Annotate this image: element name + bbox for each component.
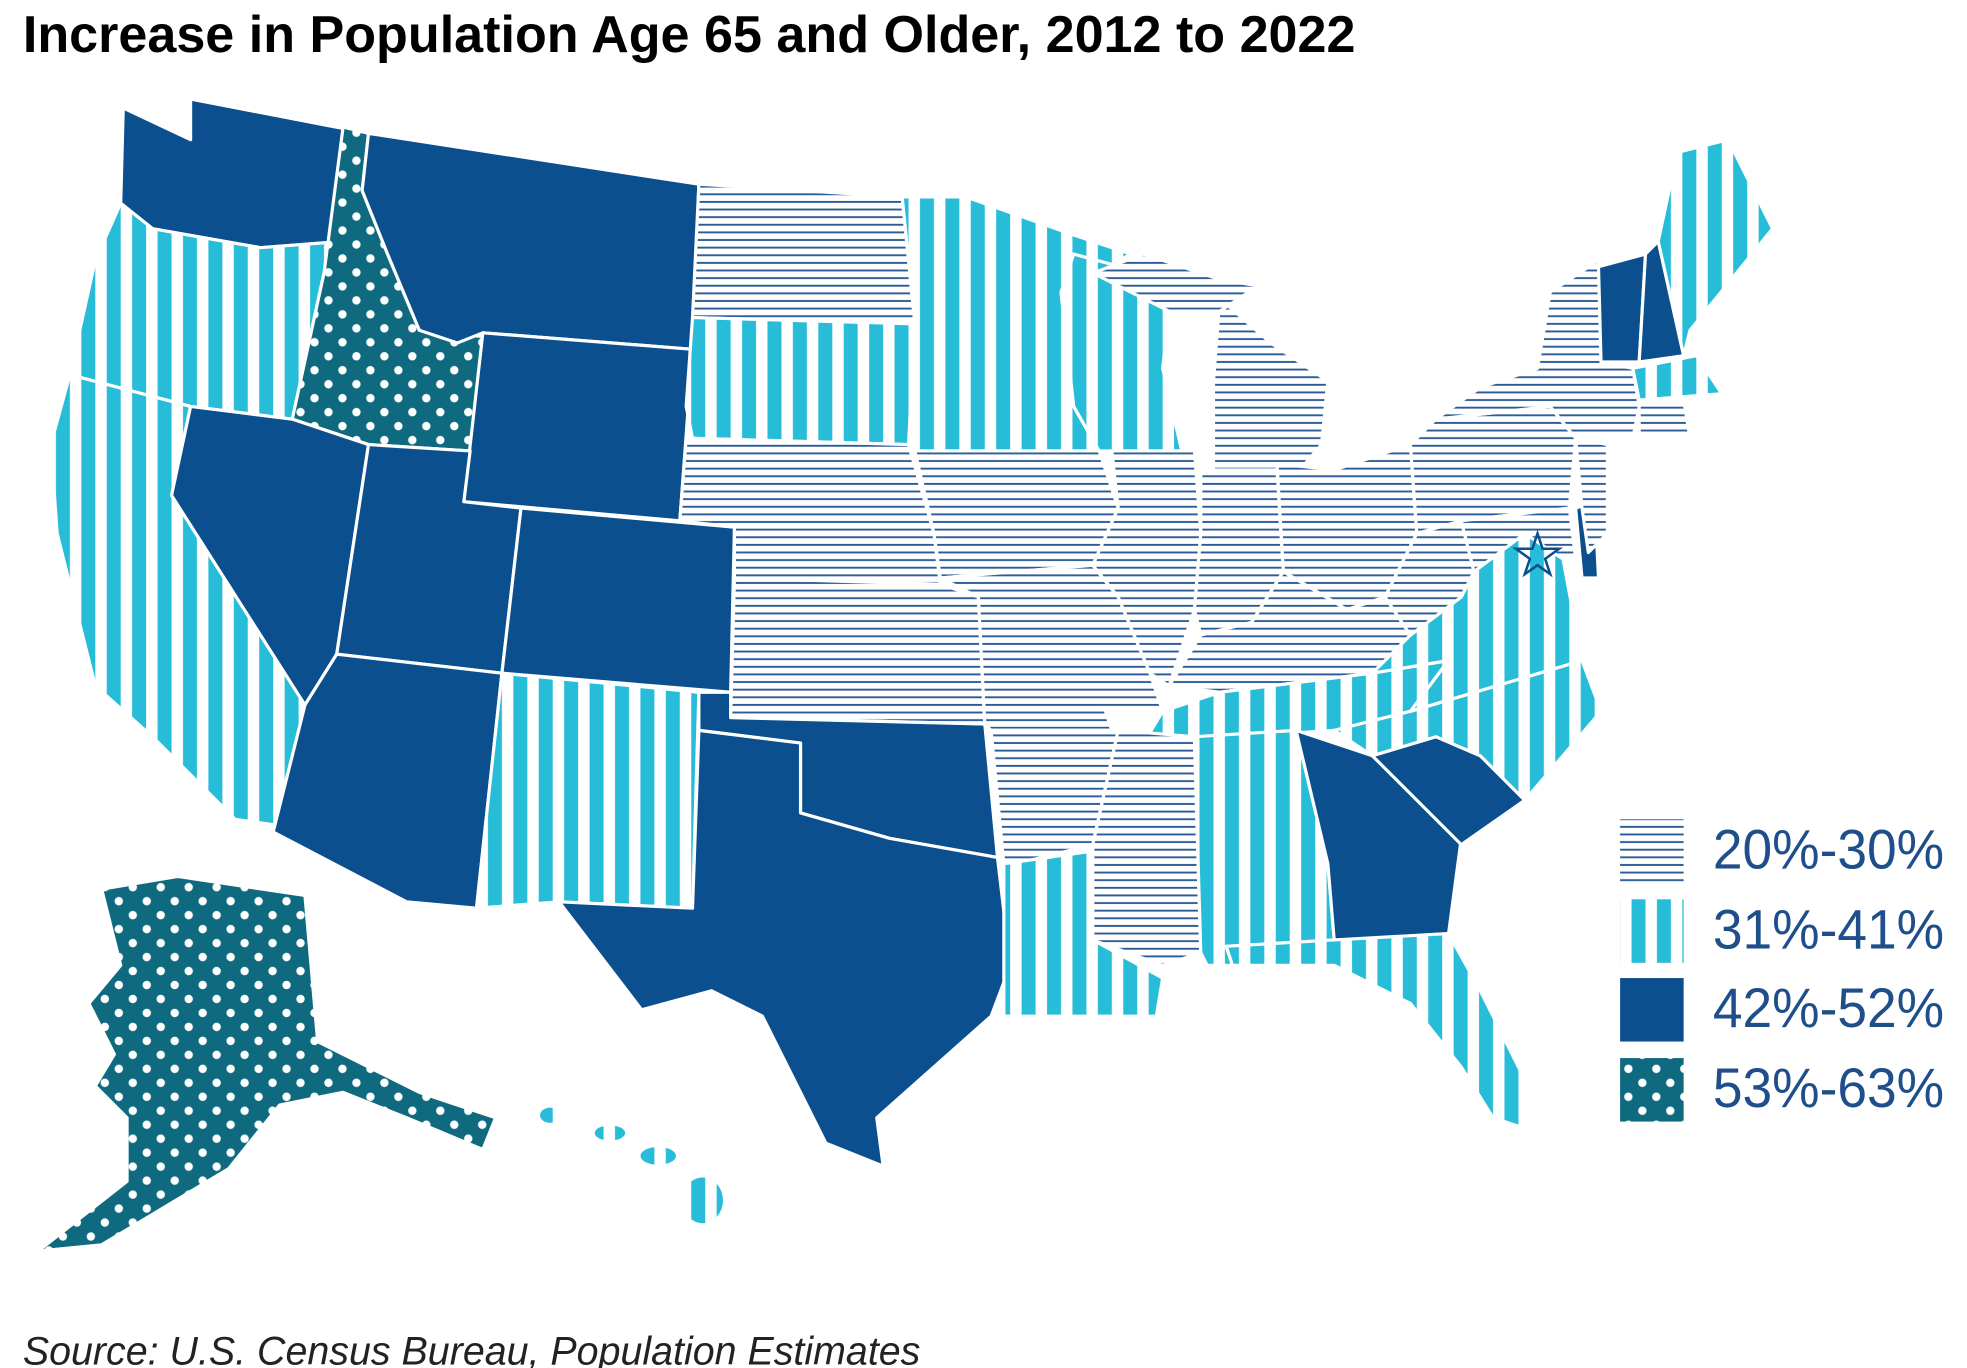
state [1332,658,1603,802]
state [36,874,498,1253]
state [1224,932,1533,1133]
legend-swatch [1620,819,1684,883]
state [1637,398,1692,440]
state [1459,506,1578,574]
state [1656,138,1775,358]
state [684,315,917,447]
legend-label: 31%-41% [1713,897,1944,960]
state [1631,354,1724,402]
state [500,506,737,694]
legend-label: 53%-63% [1713,1056,1944,1119]
legend: 20%-30% 31%-41% 42%-52% 53%-63% [1620,817,1944,1122]
state [360,131,701,351]
state [540,1107,561,1123]
state [1574,436,1609,555]
state [474,671,701,910]
legend-swatch [1620,1058,1684,1122]
state [462,331,695,523]
legend-swatch [1620,899,1684,963]
state [1091,449,1203,688]
legend-swatch [1620,978,1684,1042]
legend-label: 20%-30% [1713,817,1944,880]
state [1434,258,1641,440]
state [1091,728,1203,967]
state [690,182,917,326]
state [1211,296,1330,491]
state [640,1146,676,1165]
source: Source: U.S. Census Bureau, Population E… [23,1329,921,1368]
title: Increase in Population Age 65 and Older,… [23,6,1356,64]
state [729,576,987,726]
legend-label: 42%-52% [1713,976,1944,1039]
capital-star [1512,529,1564,578]
state [1596,252,1648,364]
state [594,1125,626,1141]
state [1091,252,1260,313]
state [557,728,1012,1168]
state [682,1177,724,1224]
state [913,449,1120,580]
us-map [36,97,1775,1253]
